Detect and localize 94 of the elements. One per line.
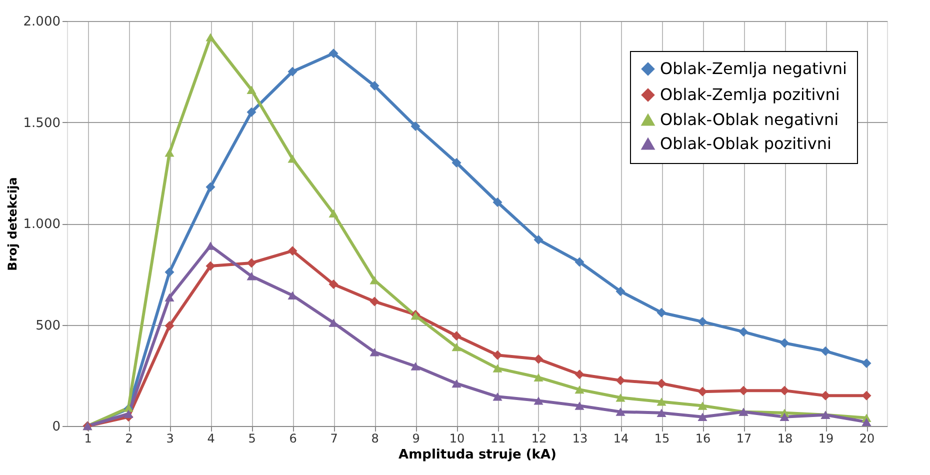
x-tick-label: 12 xyxy=(531,432,547,446)
point xyxy=(862,418,872,426)
point xyxy=(164,321,174,331)
x-tick-label: 17 xyxy=(736,432,752,446)
x-tick-label: 8 xyxy=(371,432,379,446)
point xyxy=(616,286,626,296)
x-tick-label: 7 xyxy=(330,432,338,446)
x-tick-label: 2 xyxy=(125,432,133,446)
point xyxy=(288,66,298,76)
point xyxy=(820,346,830,356)
x-tick-label: 5 xyxy=(248,432,256,446)
x-tick-label: 15 xyxy=(654,432,670,446)
point xyxy=(370,81,380,91)
point xyxy=(328,209,338,218)
point xyxy=(328,318,338,327)
point xyxy=(616,376,626,386)
point xyxy=(574,370,584,380)
point xyxy=(616,394,626,402)
point xyxy=(206,33,216,42)
point xyxy=(738,327,748,337)
point xyxy=(862,390,872,400)
point xyxy=(370,348,380,356)
point xyxy=(164,293,174,302)
point xyxy=(410,362,420,370)
point xyxy=(656,308,666,318)
point xyxy=(246,258,256,268)
point xyxy=(206,261,216,271)
point xyxy=(328,280,338,289)
point xyxy=(574,385,584,394)
point xyxy=(780,386,790,396)
point xyxy=(534,396,544,405)
x-tick-label: 3 xyxy=(166,432,174,446)
y-tick-label: 0 xyxy=(52,420,60,434)
point xyxy=(452,342,462,352)
point xyxy=(656,398,666,406)
x-tick-label: 14 xyxy=(613,432,629,446)
point xyxy=(328,48,338,58)
point xyxy=(616,408,626,416)
x-tick-label: 16 xyxy=(695,432,711,446)
point xyxy=(288,246,298,256)
point xyxy=(410,122,420,132)
point xyxy=(164,267,174,277)
point xyxy=(698,386,708,396)
point xyxy=(452,379,462,388)
point xyxy=(164,148,174,157)
point xyxy=(492,392,502,401)
point xyxy=(288,291,298,300)
point xyxy=(738,386,748,396)
y-axis-title: Broj detekcija xyxy=(5,177,20,271)
point xyxy=(452,158,462,168)
point xyxy=(246,272,256,280)
legend-label: Oblak-Zemlja pozitivni xyxy=(660,85,840,104)
point xyxy=(246,107,256,117)
x-tick-label: 20 xyxy=(859,432,875,446)
y-tick-label: 1.500 xyxy=(23,116,60,131)
point xyxy=(574,402,584,410)
y-tick-label: 2.000 xyxy=(23,14,60,30)
legend-label: Oblak-Oblak negativni xyxy=(660,110,839,129)
point xyxy=(534,373,544,382)
point xyxy=(862,358,872,368)
legend-label: Oblak-Zemlja negativni xyxy=(660,59,847,78)
x-tick-label: 19 xyxy=(818,432,834,446)
legend-label: Oblak-Oblak pozitivni xyxy=(660,134,832,153)
point xyxy=(452,331,462,341)
x-tick-label: 6 xyxy=(289,432,297,446)
point xyxy=(124,410,134,418)
point xyxy=(492,364,502,372)
point xyxy=(492,197,502,207)
x-tick-label: 9 xyxy=(412,432,420,446)
point xyxy=(370,296,380,306)
point xyxy=(288,154,298,163)
x-tick-label: 4 xyxy=(207,432,215,446)
point xyxy=(206,182,216,192)
y-tick-label: 1.000 xyxy=(23,217,60,232)
x-tick-label: 1 xyxy=(84,432,92,446)
y-tick-label: 500 xyxy=(36,318,60,334)
x-tick-label: 10 xyxy=(449,432,465,446)
point xyxy=(698,402,708,410)
point xyxy=(698,316,708,326)
point xyxy=(656,378,666,388)
x-axis-title: Amplituda struje (kA) xyxy=(398,448,556,462)
point xyxy=(534,234,544,244)
point xyxy=(492,350,502,360)
point xyxy=(246,86,256,94)
x-tick-label: 13 xyxy=(572,432,588,446)
point xyxy=(780,338,790,348)
point xyxy=(534,354,544,364)
point xyxy=(780,412,790,421)
point xyxy=(698,412,708,421)
x-tick-label: 18 xyxy=(777,432,793,446)
x-tick-label: 11 xyxy=(490,432,506,446)
point xyxy=(574,257,584,267)
point xyxy=(656,408,666,417)
point xyxy=(820,390,830,400)
